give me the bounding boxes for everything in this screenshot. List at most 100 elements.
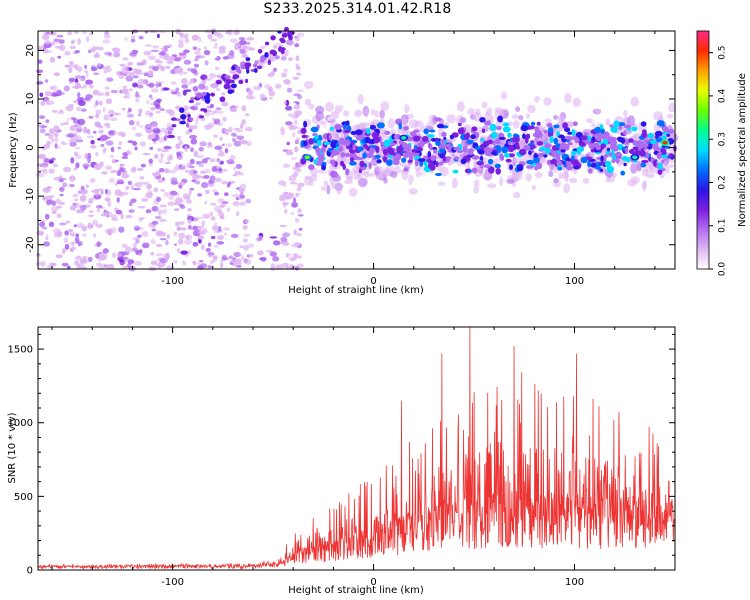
spectrogram-cell (502, 122, 510, 127)
spectrogram-cell (36, 163, 41, 167)
spectrogram-cell (100, 171, 108, 175)
spectrogram-cell (104, 197, 111, 202)
spectrogram-cell (516, 145, 520, 150)
spectrogram-cell (36, 81, 44, 85)
spectrogram-cell (471, 167, 478, 174)
spectrogram-cell (287, 30, 295, 36)
spectrogram-cell (148, 82, 155, 88)
spectrogram-cell (571, 159, 579, 167)
spectrogram-cell (179, 72, 183, 76)
snr-x-ticks: -100 0 100 (51, 327, 656, 588)
spectrogram-cell (74, 50, 81, 54)
spectrogram-cell (105, 140, 114, 146)
spectrogram-cell (229, 154, 236, 161)
spectrogram-cell (349, 151, 357, 159)
spectrogram-cell (254, 60, 259, 65)
spectrogram-cell (497, 149, 501, 153)
spectrogram-cell (213, 32, 222, 37)
spectrogram-cell (413, 145, 418, 149)
spectrogram-cell (132, 75, 139, 79)
spectrogram-cell (132, 141, 138, 146)
spectrogram-cell (56, 213, 62, 219)
spectrogram-cell (556, 153, 561, 161)
spectrogram-cell (42, 226, 48, 230)
spectrogram-cell (605, 118, 611, 126)
spectrogram-cell (349, 161, 357, 166)
spectrogram-cell (173, 243, 178, 246)
spectrogram-cell (54, 46, 63, 49)
spectrogram-cell (80, 204, 87, 211)
spectrogram-cell (62, 182, 68, 188)
spectrogram-cell (502, 126, 511, 133)
spectrogram-cell (180, 250, 188, 255)
spectrogram-cell (127, 140, 134, 144)
spectrogram-cell (178, 232, 186, 240)
spectrogram-cell (105, 165, 113, 170)
spectrogram-cell (192, 173, 200, 180)
spectrogram-cell (411, 180, 420, 188)
spectrogram-cell (221, 254, 227, 261)
spectrogram-cell (525, 133, 531, 140)
spectrogram-cell (190, 68, 197, 74)
spectrogram-cell (337, 146, 344, 152)
spectrogram-cell (209, 211, 213, 217)
spectrogram-cell (525, 173, 532, 182)
spectrogram-cell (53, 38, 61, 42)
spectrogram-cell (645, 173, 655, 178)
spectrogram-cell (439, 148, 446, 154)
spectrogram-cell (213, 46, 218, 49)
spectrogram-cell (136, 167, 144, 171)
spectrogram-cell (147, 231, 154, 235)
spectrogram-cell (244, 126, 253, 132)
spectrogram-cell (434, 117, 442, 122)
spectrogram-cell (79, 77, 85, 82)
spectrogram-cell (224, 30, 232, 35)
spectrogram-cell (564, 136, 572, 140)
spectrogram-cell (627, 115, 636, 127)
spectrogram-cell (197, 47, 201, 52)
spectrogram-cell (372, 136, 381, 144)
spectrogram-cell (279, 224, 288, 228)
spectrogram-cell (252, 63, 258, 68)
spectrogram-cell (187, 219, 192, 224)
spectrogram-y-tick-label: 10 (25, 93, 36, 106)
spectrogram-cell (528, 154, 534, 162)
spectrogram-cell (72, 193, 79, 198)
spectrogram-cell (225, 143, 233, 148)
spectrogram-cell (518, 148, 527, 156)
spectrogram-cell (208, 183, 215, 187)
spectrogram-cell (441, 131, 447, 137)
spectrogram-cell (219, 96, 226, 103)
spectrogram-cell (239, 245, 244, 249)
spectrogram-cell (241, 53, 248, 59)
spectrogram-cell (119, 261, 126, 265)
spectrogram-cell (270, 265, 276, 272)
spectrogram-cell (212, 110, 218, 114)
spectrogram-cell (291, 126, 299, 130)
spectrogram-cell (344, 129, 351, 134)
spectrogram-cell (170, 81, 177, 85)
spectrogram-cell (81, 189, 89, 195)
spectrogram-cell (408, 119, 419, 129)
spectrogram-cell (217, 226, 222, 232)
spectrogram-cell (249, 56, 253, 62)
spectrogram-cell (587, 168, 593, 174)
spectrogram-cell (262, 256, 266, 263)
spectrogram-cell (187, 67, 193, 72)
spectrogram-cell (151, 228, 157, 232)
spectrogram-cell (334, 105, 344, 110)
spectrogram-cell (609, 139, 618, 147)
spectrogram-cell (39, 128, 46, 134)
spectrogram-cell (330, 153, 335, 158)
spectrogram-cell (215, 79, 222, 85)
spectrogram-cell (497, 115, 503, 123)
spectrogram-cell (201, 182, 209, 189)
spectrogram-cell (281, 72, 288, 78)
spectrogram-cell (195, 118, 199, 125)
spectrogram-cell (60, 153, 69, 159)
spectrogram-cell (146, 99, 150, 105)
spectrogram-cell (280, 38, 286, 44)
spectrogram-cell (74, 198, 79, 202)
spectrogram-cell (60, 122, 65, 126)
spectrogram-cell (280, 49, 285, 55)
